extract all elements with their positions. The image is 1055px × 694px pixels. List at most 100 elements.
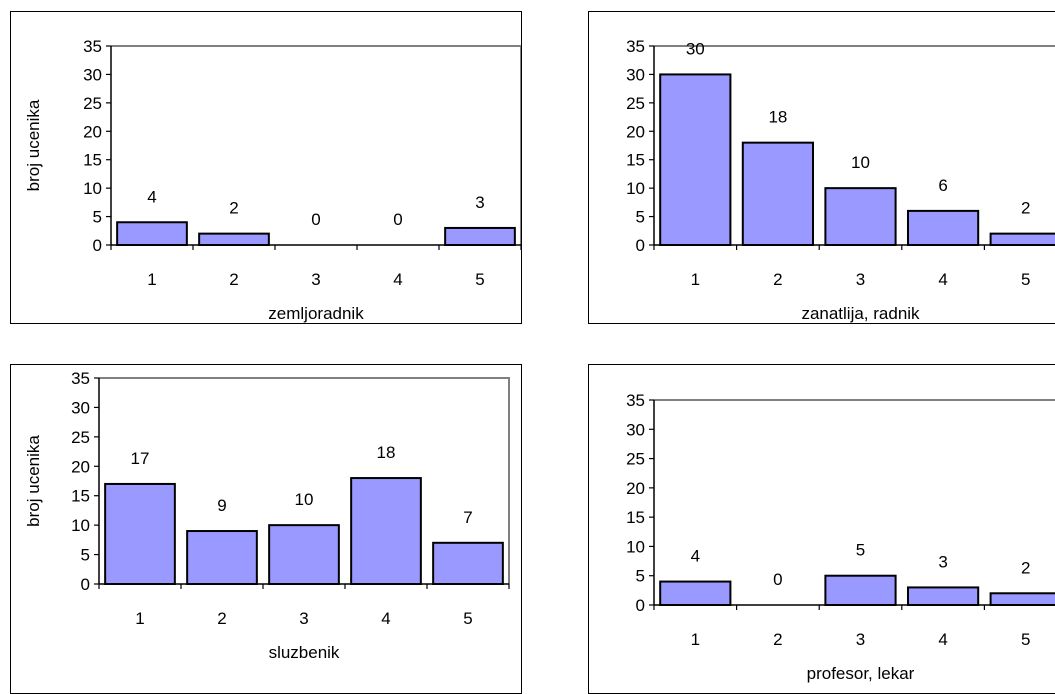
- plot-frame: [654, 45, 1055, 47]
- bar: [432, 541, 504, 586]
- bar: [198, 232, 270, 246]
- category-label: 1: [691, 630, 700, 649]
- y-tick-label: 20: [71, 457, 90, 476]
- y-tick-label: 15: [626, 151, 645, 170]
- bar: [116, 221, 188, 246]
- bar: [444, 226, 516, 246]
- plot-frame: [654, 399, 1055, 401]
- data-label: 4: [147, 187, 156, 206]
- data-label: 2: [229, 199, 238, 218]
- y-tick-label: 25: [626, 94, 645, 113]
- category-label: 3: [299, 609, 308, 628]
- plot-frame: [99, 377, 510, 584]
- bar: [906, 586, 980, 607]
- data-label: 30: [686, 39, 705, 58]
- data-label: 2: [1021, 199, 1030, 218]
- data-label: 0: [311, 210, 320, 229]
- category-label: 2: [229, 270, 238, 289]
- y-tick-label: 35: [626, 37, 645, 56]
- y-tick-label: 30: [626, 65, 645, 84]
- category-label: 5: [1021, 270, 1030, 289]
- data-label: 3: [938, 552, 947, 571]
- bar: [186, 530, 258, 585]
- data-label: 7: [463, 508, 472, 527]
- y-tick-label: 0: [636, 596, 645, 615]
- bar: [741, 141, 815, 247]
- x-axis-title: zemljoradnik: [268, 304, 364, 323]
- y-axis-title: broj ucenika: [24, 435, 43, 527]
- y-tick-label: 25: [83, 94, 102, 113]
- chart-panel-zanatlija-radnik: 0 5 10 15 20 25 30 35 30 1 18 2 10 3 6 4 2 5 zanatlija, ra…: [588, 11, 1055, 324]
- category-label: 5: [475, 270, 484, 289]
- y-tick-label: 20: [626, 479, 645, 498]
- category-label: 3: [311, 270, 320, 289]
- category-label: 3: [856, 270, 865, 289]
- data-label: 6: [938, 176, 947, 195]
- y-tick-label: 10: [626, 537, 645, 556]
- y-tick-label: 30: [83, 65, 102, 84]
- category-label: 4: [393, 270, 402, 289]
- bar: [989, 232, 1055, 246]
- y-tick-label: 30: [626, 420, 645, 439]
- data-label: 10: [851, 153, 870, 172]
- category-label: 1: [135, 609, 144, 628]
- chart-svg: 051015202530354122030435zemljoradnikbroj…: [24, 37, 521, 323]
- data-label: 0: [773, 570, 782, 589]
- y-tick-label: 0: [636, 236, 645, 255]
- bar: [350, 477, 422, 585]
- category-label: 4: [938, 270, 947, 289]
- y-tick-label: 10: [71, 516, 90, 535]
- y-tick-label: 30: [71, 398, 90, 417]
- bar: [659, 73, 732, 246]
- data-label: 17: [131, 449, 150, 468]
- y-tick-label: 0: [81, 575, 90, 594]
- y-tick-label: 15: [83, 151, 102, 170]
- y-tick-label: 35: [83, 37, 102, 56]
- bar: [989, 592, 1055, 607]
- data-label: 2: [1021, 558, 1030, 577]
- bar: [659, 580, 732, 606]
- data-label: 18: [377, 443, 396, 462]
- y-tick-label: 0: [93, 236, 102, 255]
- category-label: 1: [147, 270, 156, 289]
- bar: [268, 524, 340, 585]
- category-label: 1: [691, 270, 700, 289]
- y-tick-label: 35: [626, 391, 645, 410]
- y-tick-label: 5: [636, 208, 645, 227]
- category-label: 3: [856, 630, 865, 649]
- y-tick-label: 25: [626, 450, 645, 469]
- y-tick-label: 5: [636, 567, 645, 586]
- x-axis-title: sluzbenik: [269, 643, 340, 662]
- chart-svg: 0 5 10 15 20 25 30 35 17 1 9 2 10 3 18 4 7 5 sluzbenik broj…: [24, 369, 510, 662]
- category-label: 2: [773, 270, 782, 289]
- y-tick-label: 10: [83, 179, 102, 198]
- data-label: 4: [691, 547, 700, 566]
- data-label: 3: [475, 193, 484, 212]
- x-axis-title: profesor, lekar: [807, 664, 915, 683]
- y-tick-label: 35: [71, 369, 90, 388]
- bar: [104, 482, 176, 585]
- chart-panel-profesor-lekar: 0 5 10 15 20 25 30 35 4 1 0 2 5 3 3 4 2 5 profesor, lekar: [588, 364, 1055, 694]
- bar: [824, 187, 897, 246]
- chart-panel-zemljoradnik: 0 5 10 15 20 25 30 35 4 1 2 2 0 3 0 4 3 5 zemljoradnik broj…: [10, 11, 522, 324]
- category-label: 2: [773, 630, 782, 649]
- y-tick-label: 15: [71, 487, 90, 506]
- y-tick-label: 15: [626, 508, 645, 527]
- y-tick-label: 20: [626, 122, 645, 141]
- data-label: 5: [856, 541, 865, 560]
- y-tick-label: 5: [81, 546, 90, 565]
- data-label: 18: [768, 108, 787, 127]
- y-tick-label: 25: [71, 428, 90, 447]
- plot-frame: [111, 45, 521, 245]
- y-tick-label: 5: [93, 208, 102, 227]
- y-tick-label: 20: [83, 122, 102, 141]
- data-label: 9: [217, 496, 226, 515]
- chart-panel-sluzbenik: 0 5 10 15 20 25 30 35 17 1 9 2 10 3 18 4 7 5 sluzbenik broj…: [10, 364, 522, 694]
- bar: [824, 574, 897, 606]
- category-label: 5: [463, 609, 472, 628]
- y-tick-label: 10: [626, 179, 645, 198]
- y-axis-title: broj ucenika: [24, 99, 43, 191]
- x-axis-title: zanatlija, radnik: [801, 304, 920, 323]
